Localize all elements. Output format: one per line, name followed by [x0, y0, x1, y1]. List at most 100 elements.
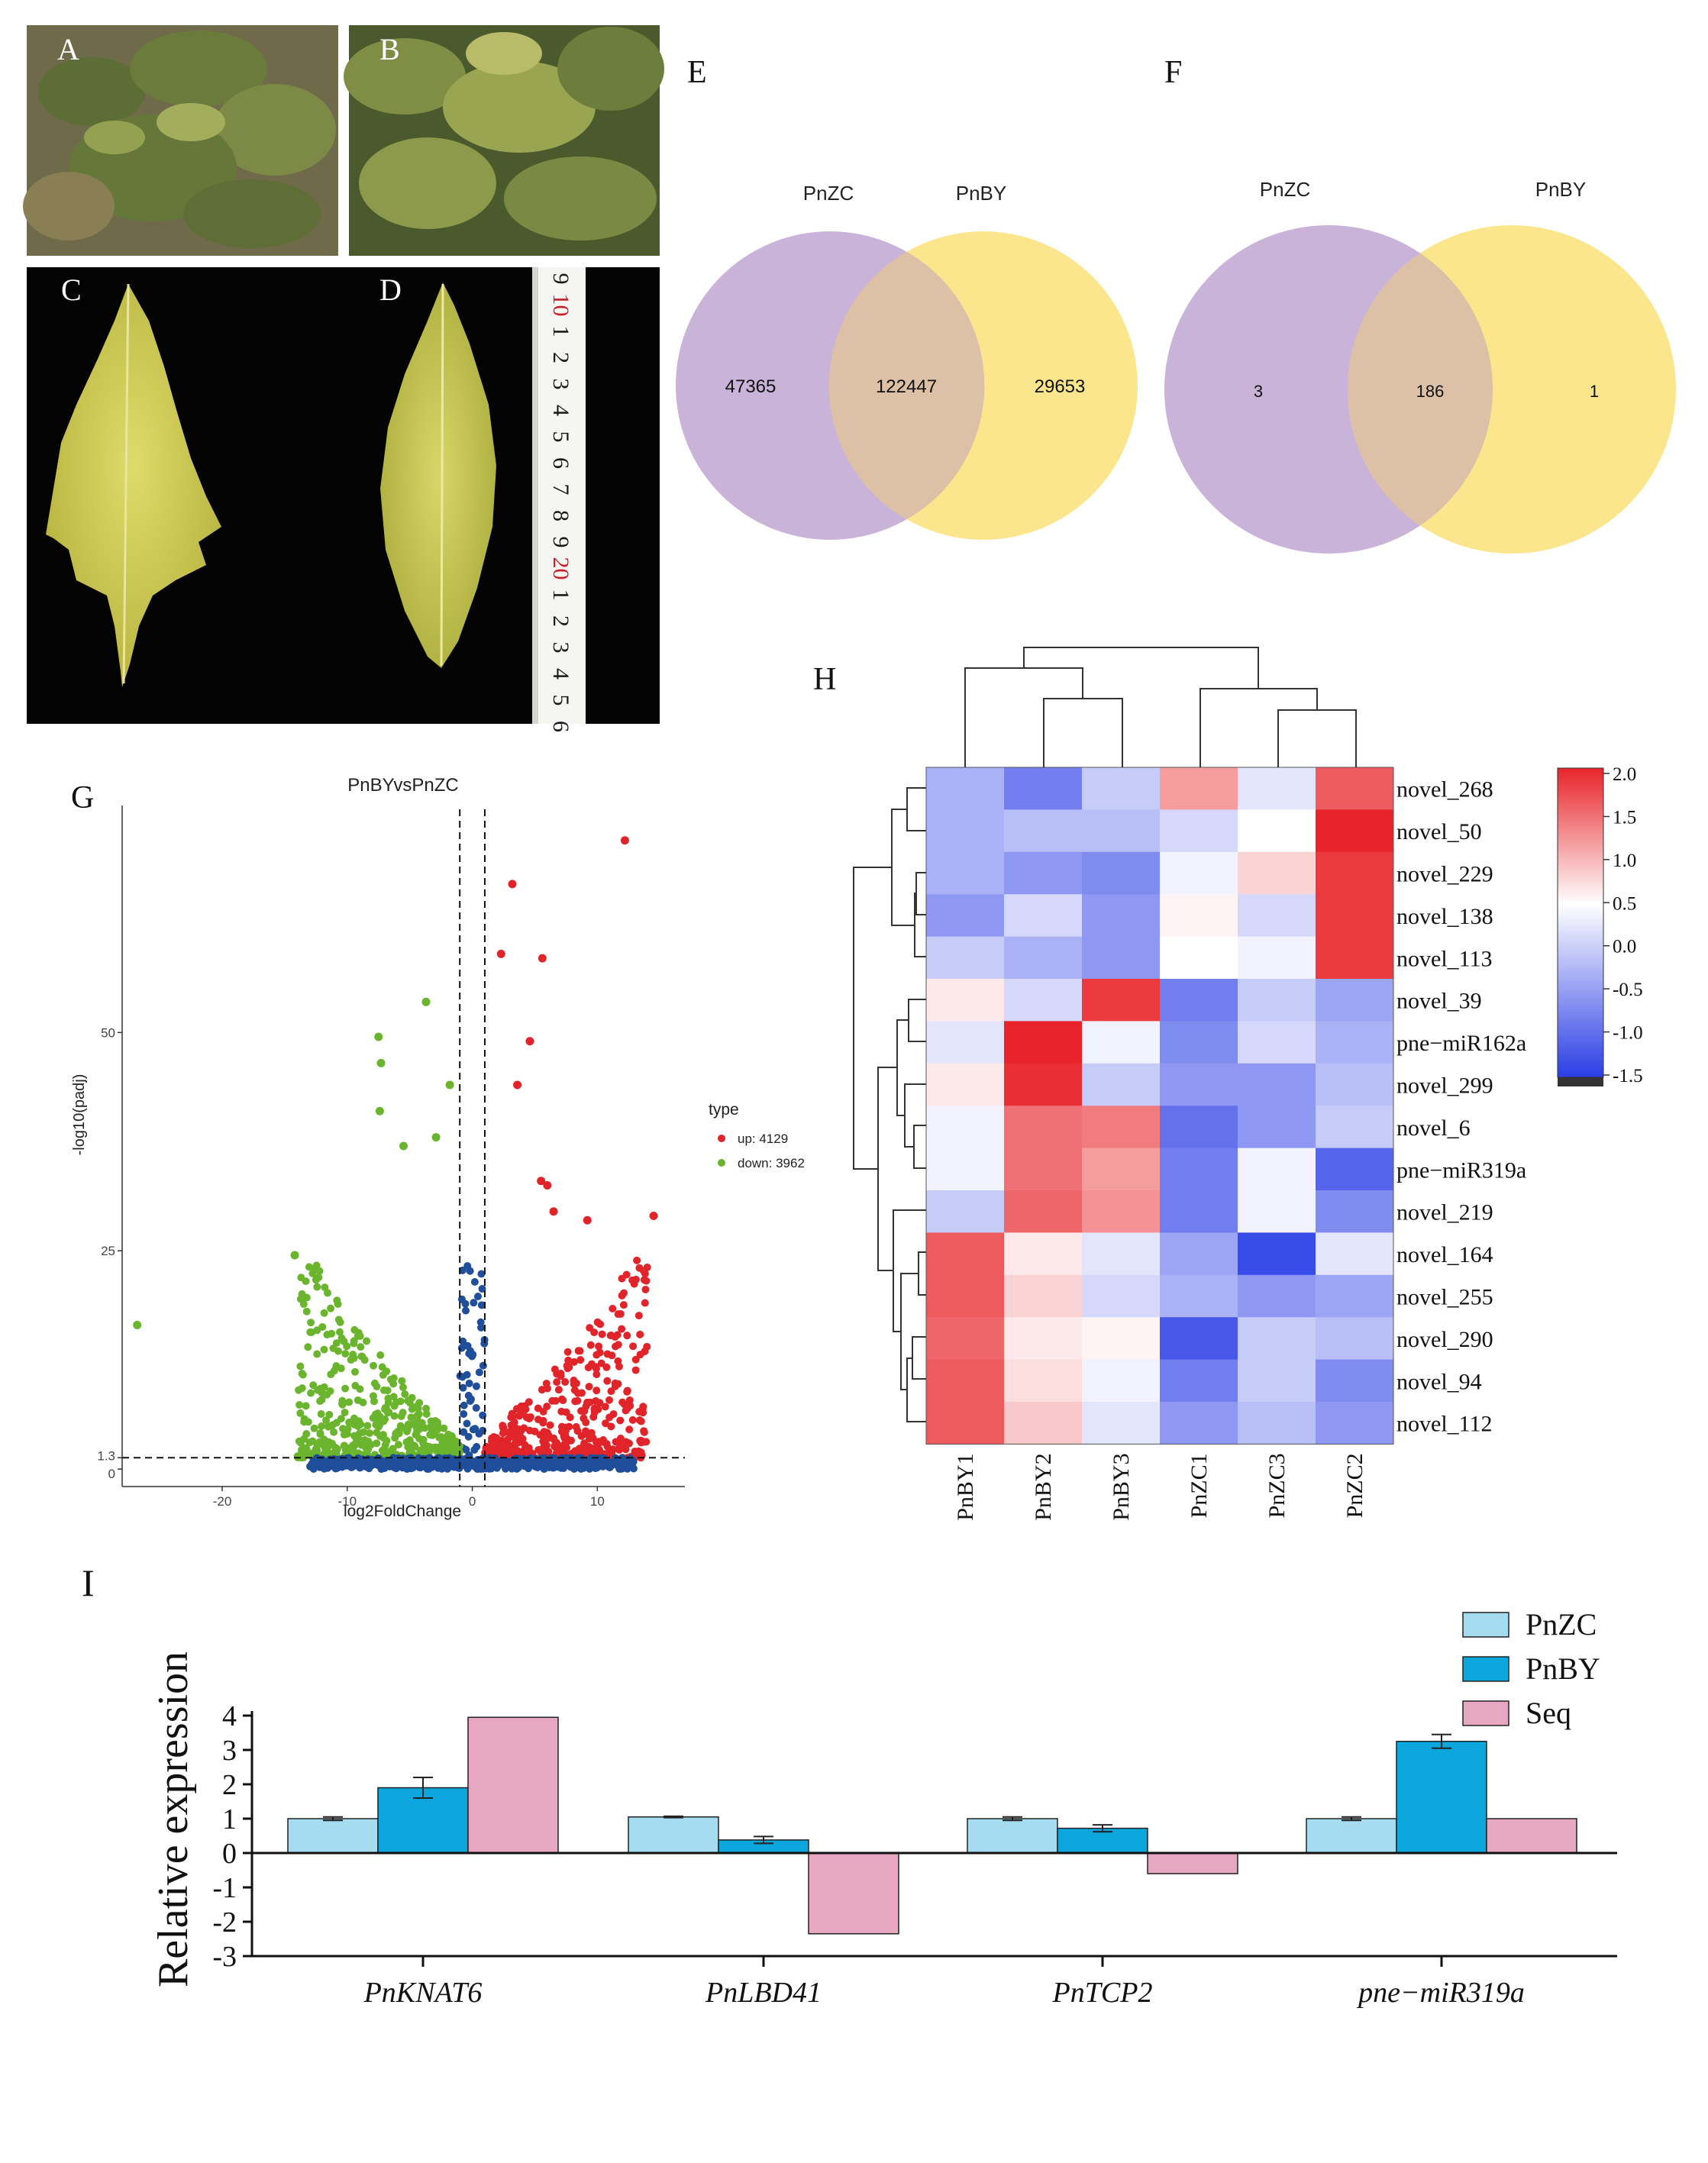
- volcano-point-up: [543, 1180, 552, 1190]
- volcano-point-down: [337, 1399, 346, 1408]
- volcano-point-up: [625, 1396, 634, 1404]
- volcano-point-ns: [415, 1462, 423, 1471]
- heatmap-cell: [1082, 1106, 1161, 1149]
- volcano-point-down: [422, 1404, 431, 1412]
- volcano-point-down: [376, 1058, 386, 1067]
- volcano-point-up: [577, 1389, 586, 1397]
- heatmap-cell: [1316, 1021, 1394, 1064]
- volcano-point-down: [436, 1448, 444, 1456]
- bar-seq: [1486, 1818, 1577, 1854]
- heatmap-row-label: novel_112: [1396, 1412, 1493, 1437]
- volcano-point-down: [355, 1417, 363, 1425]
- heatmap-cell: [1316, 936, 1394, 980]
- bar-y-tick-label: 4: [222, 1700, 237, 1732]
- volcano-point-down: [336, 1318, 344, 1326]
- volcano-point-down: [295, 1386, 303, 1394]
- heatmap-row-label: novel_290: [1396, 1327, 1493, 1352]
- volcano-point-up: [614, 1310, 622, 1319]
- heatmap-cell: [1082, 979, 1161, 1022]
- heatmap-cell: [1004, 1063, 1083, 1106]
- volcano-point-ns: [463, 1341, 472, 1350]
- photo-cd: C D 9 10 1 2 3 4 5 6 7 8 9 20 1 2 3 4 5 6: [27, 267, 660, 732]
- volcano-point-down: [379, 1370, 387, 1379]
- volcano-point-down: [304, 1343, 312, 1351]
- volcano-point-down: [421, 1424, 429, 1432]
- heatmap-cell: [1082, 1190, 1161, 1233]
- heatmap-cell: [1004, 1021, 1083, 1064]
- heatmap-cell: [1082, 1232, 1161, 1276]
- volcano-legend-title: type: [709, 1101, 739, 1119]
- volcano-point-down: [296, 1438, 305, 1447]
- volcano-point-down: [412, 1429, 421, 1437]
- volcano-point-ns: [493, 1461, 502, 1469]
- volcano-point-up: [508, 880, 517, 889]
- volcano-point-down: [389, 1445, 397, 1453]
- heatmap-cell: [1160, 936, 1238, 980]
- volcano-point-down: [404, 1443, 412, 1451]
- volcano-point-ns: [477, 1270, 486, 1278]
- volcano-point-up: [608, 1351, 616, 1360]
- heatmap-cell: [1082, 767, 1161, 810]
- volcano-point-up: [605, 1413, 614, 1422]
- volcano-legend-up-dot: [718, 1135, 725, 1142]
- volcano-point-down: [374, 1417, 383, 1425]
- volcano-point-down: [356, 1385, 364, 1393]
- volcano-point-up: [586, 1341, 595, 1349]
- heatmap-row-label: novel_219: [1396, 1200, 1493, 1225]
- heatmap-column-label: PnZC2: [1342, 1453, 1367, 1518]
- volcano-point-up: [613, 1331, 622, 1339]
- heatmap-cell: [1160, 767, 1238, 810]
- heatmap-cell: [1238, 1402, 1316, 1445]
- volcano-point-down: [332, 1362, 341, 1370]
- volcano-legend-up: up: 4129: [738, 1132, 788, 1146]
- heatmap-cell: [1316, 1274, 1394, 1318]
- volcano-point-down: [302, 1402, 310, 1410]
- volcano-point-up: [620, 836, 629, 845]
- volcano-point-up: [563, 1361, 571, 1370]
- volcano-point-down: [307, 1389, 315, 1397]
- volcano-point-down: [316, 1384, 324, 1393]
- volcano-point-down: [318, 1422, 326, 1430]
- volcano-point-down: [437, 1432, 445, 1441]
- volcano-point-up: [633, 1256, 641, 1264]
- volcano-point-ns: [515, 1464, 523, 1472]
- volcano-point-up: [631, 1447, 639, 1455]
- volcano-point-down: [340, 1441, 348, 1450]
- volcano-point-down: [433, 1418, 441, 1426]
- volcano-point-down: [383, 1387, 392, 1395]
- volcano-point-up: [605, 1396, 613, 1404]
- heatmap-cell: [926, 894, 1005, 938]
- heatmap-cell: [1316, 1063, 1394, 1106]
- bar-category-label: PnLBD41: [705, 1977, 822, 2009]
- venn-e-set-label-pnby: PnBY: [956, 182, 1007, 205]
- volcano-point-down: [309, 1381, 318, 1390]
- volcano-legend-down-dot: [718, 1159, 725, 1167]
- volcano-point-down: [337, 1415, 345, 1423]
- bar-y-tick-label: -2: [212, 1906, 237, 1939]
- heatmap-cell: [1082, 1063, 1161, 1106]
- heatmap-cell: [926, 1274, 1005, 1318]
- volcano-point-up: [592, 1363, 600, 1371]
- volcano-point-up: [622, 1270, 631, 1279]
- volcano-y-tick-label: 0: [108, 1467, 115, 1481]
- colorbar-tick-label: -1.5: [1613, 1066, 1643, 1086]
- volcano-x-tick-label: 10: [590, 1494, 605, 1509]
- leaf-c-vein: [122, 283, 130, 684]
- volcano-point-up: [618, 1325, 626, 1333]
- volcano-point-down: [401, 1390, 409, 1398]
- volcano-point-down: [350, 1339, 358, 1348]
- venn-f-value-both: 186: [1416, 382, 1445, 401]
- heatmap-cell: [926, 851, 1005, 895]
- volcano-point-up: [603, 1377, 612, 1385]
- volcano-point-down: [317, 1410, 325, 1419]
- bar-category-label: PnTCP2: [1052, 1977, 1153, 2009]
- panel-label-g: G: [71, 780, 94, 815]
- heatmap-colorbar: 2.0 1.5 1.0 0.5 0.0 -0.5 -1.0 -1.5: [1557, 764, 1643, 1086]
- legend-label-pnzc: PnZC: [1526, 1607, 1597, 1642]
- volcano-point-up: [625, 1425, 634, 1434]
- venn-e-value-pnby-only: 29653: [1035, 376, 1086, 397]
- heatmap-cell: [926, 1021, 1005, 1064]
- volcano-point-down: [305, 1263, 313, 1271]
- volcano-point-ns: [466, 1267, 474, 1275]
- volcano-point-up: [583, 1215, 592, 1225]
